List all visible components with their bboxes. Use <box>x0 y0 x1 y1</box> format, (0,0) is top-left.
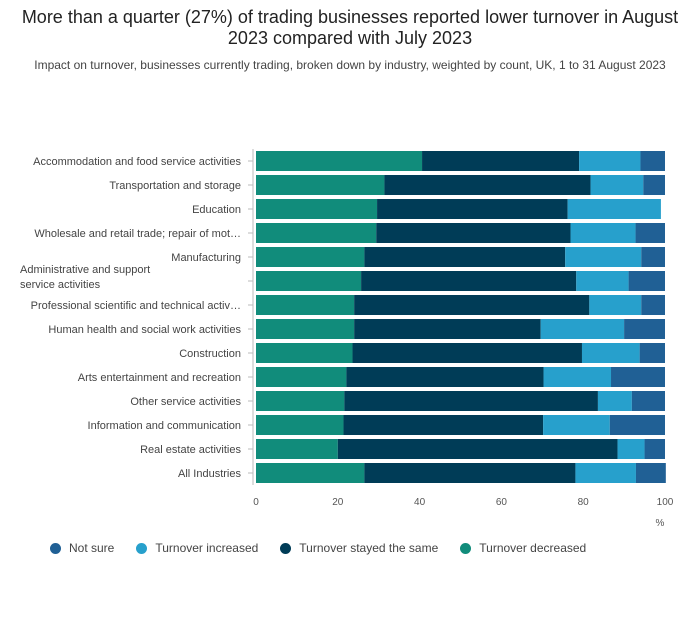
x-tick-label: 80 <box>578 497 590 508</box>
bar-segment <box>579 151 641 171</box>
bar-segment <box>256 463 365 483</box>
chart-subtitle: Impact on turnover, businesses currently… <box>34 58 666 72</box>
bar-segment <box>384 175 591 195</box>
bar-segment <box>354 295 590 315</box>
bar-segment <box>354 319 541 339</box>
category-label: Accommodation and food service activitie… <box>33 156 241 168</box>
legend-label: Not sure <box>69 541 115 555</box>
x-axis-label: % <box>656 518 665 529</box>
legend-item[interactable]: Turnover decreased <box>460 541 586 555</box>
bar-segment <box>256 247 365 267</box>
category-label: Education <box>192 204 241 216</box>
bar-segment <box>617 439 645 459</box>
x-tick-label: 40 <box>414 497 426 508</box>
bar-segment <box>597 391 632 411</box>
bar-segment <box>570 223 636 243</box>
x-tick-label: 60 <box>496 497 508 508</box>
bar-segment <box>635 463 666 483</box>
bar-segment <box>641 295 665 315</box>
legend-marker-icon <box>280 542 292 554</box>
x-tick-label: 100 <box>657 497 674 508</box>
bar-segment <box>543 367 612 387</box>
category-label: Human health and social work activities <box>48 324 241 336</box>
bar-segment <box>631 391 665 411</box>
bar-segment <box>346 367 544 387</box>
x-tick-label: 20 <box>332 497 344 508</box>
bar-segment <box>256 199 378 219</box>
category-label: Real estate activities <box>140 444 241 456</box>
bar-segment <box>540 319 625 339</box>
bar-segment <box>364 463 576 483</box>
bar-segment <box>256 367 347 387</box>
bar-segment <box>361 271 577 291</box>
bar-segment <box>635 223 665 243</box>
bar-segment <box>575 463 636 483</box>
category-label: Other service activities <box>130 396 241 408</box>
bar-segment <box>644 439 665 459</box>
bar-segment <box>256 415 344 435</box>
chart-title: More than a quarter (27%) of trading bus… <box>21 7 679 48</box>
bar-segment <box>256 343 353 363</box>
bar-segment <box>639 343 665 363</box>
category-label: Transportation and storage <box>109 180 241 192</box>
legend-label: Turnover increased <box>155 541 259 555</box>
category-label: All Industries <box>178 468 241 480</box>
legend-item[interactable]: Turnover increased <box>136 541 258 555</box>
bar-segment <box>256 295 355 315</box>
bar-segment <box>643 175 665 195</box>
bar-segment <box>344 391 598 411</box>
bar-segment <box>565 247 642 267</box>
category-label: Professional scientific and technical ac… <box>31 300 241 312</box>
bar-segment <box>256 151 423 171</box>
bar-segment <box>543 415 610 435</box>
bar-segment <box>256 271 362 291</box>
category-label: Information and communication <box>88 420 241 432</box>
bar-segment <box>590 175 644 195</box>
bar-segment <box>337 439 618 459</box>
bar-segment <box>640 151 665 171</box>
bar-segment <box>377 199 568 219</box>
bar-segment <box>609 415 665 435</box>
legend-marker-icon <box>50 542 61 554</box>
legend-item[interactable]: Turnover stayed the same <box>280 541 438 555</box>
bar-segment <box>256 223 377 243</box>
bar-segment <box>376 223 571 243</box>
x-tick-label: 0 <box>253 497 259 508</box>
legend-marker-icon <box>460 542 472 554</box>
category-label: Administrative and support service activi… <box>20 264 150 291</box>
category-label: Manufacturing <box>171 252 241 264</box>
bar-segment <box>581 343 640 363</box>
bar-segment <box>343 415 544 435</box>
legend-label: Turnover decreased <box>479 541 587 555</box>
bar-segment <box>576 271 629 291</box>
bar-segment <box>624 319 665 339</box>
bar-segment <box>589 295 642 315</box>
bar-segment <box>628 271 665 291</box>
bar-segment <box>256 391 345 411</box>
category-label: Wholesale and retail trade; repair of mo… <box>34 228 241 240</box>
legend-item[interactable]: Not sure <box>50 541 114 555</box>
bar-segment <box>256 175 385 195</box>
legend-label: Turnover stayed the same <box>299 541 439 555</box>
bar-segment <box>641 247 665 267</box>
bar-segment <box>256 439 338 459</box>
legend-marker-icon <box>136 542 148 554</box>
bar-segment <box>422 151 580 171</box>
bar-segment <box>611 367 665 387</box>
bar-segment <box>256 319 355 339</box>
bar-segment <box>567 199 661 219</box>
legend: Not sure Turnover increased Turnover staye… <box>50 541 608 555</box>
bar-segment <box>352 343 582 363</box>
bar-segment <box>364 247 566 267</box>
category-label: Arts entertainment and recreation <box>78 372 241 384</box>
category-label: Construction <box>179 348 241 360</box>
